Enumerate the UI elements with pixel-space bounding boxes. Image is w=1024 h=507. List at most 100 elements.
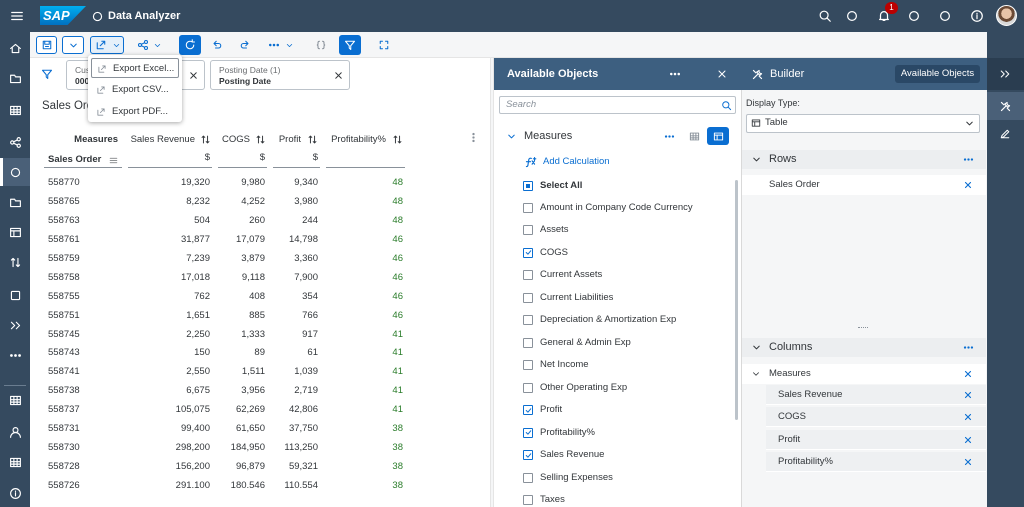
checkbox[interactable] [523, 225, 533, 236]
path-shape [826, 17, 831, 22]
display-type-select[interactable] [746, 114, 980, 133]
checkbox[interactable] [523, 247, 533, 258]
cell: 4,252 [241, 195, 265, 207]
column-item[interactable] [766, 407, 986, 428]
share-button[interactable] [134, 36, 164, 54]
pen-icon [1000, 129, 1010, 139]
checkbox[interactable] [523, 203, 533, 213]
avatar[interactable] [996, 5, 1017, 26]
dots-icon [664, 134, 674, 138]
column-item[interactable] [766, 429, 986, 450]
section-bar[interactable] [742, 150, 986, 169]
view-toggle[interactable] [707, 127, 729, 145]
menu-item[interactable]: Export Excel... [91, 58, 179, 78]
column-header[interactable]: Sales Revenue [130, 134, 195, 145]
menu-icon [109, 157, 117, 163]
header-underline [44, 167, 122, 168]
filter-button[interactable] [339, 35, 361, 55]
object-item[interactable]: COGS [540, 246, 568, 258]
shell-bar [0, 0, 1024, 32]
column-item[interactable] [766, 385, 986, 405]
close-icon [964, 181, 972, 189]
section-bar[interactable] [742, 338, 986, 357]
checkbox[interactable] [523, 337, 533, 348]
cell: 150 [194, 347, 210, 359]
object-item[interactable]: Sales Revenue [540, 449, 605, 461]
path-shape [752, 157, 760, 161]
row-label: 558761 [48, 233, 80, 245]
cell: 14,798 [288, 233, 318, 245]
object-item[interactable]: Current Assets [540, 269, 603, 281]
menu-item[interactable]: Export CSV... [91, 80, 179, 100]
checkbox[interactable] [523, 315, 533, 326]
add-calculation[interactable]: Add Calculation [543, 156, 610, 167]
circle-shape [92, 11, 102, 21]
search-box[interactable] [499, 96, 736, 114]
checkbox[interactable] [523, 450, 533, 461]
object-item[interactable]: Selling Expenses [540, 471, 613, 483]
checkbox[interactable] [523, 382, 533, 393]
save-button[interactable] [36, 36, 57, 54]
circle-shape [9, 487, 21, 499]
checkbox[interactable] [523, 427, 533, 438]
rail-top[interactable] [987, 58, 1024, 90]
filter-chip[interactable]: Posting Date (1) Posting Date [210, 60, 350, 90]
cell: 9,118 [241, 271, 265, 283]
row-label: 558759 [48, 252, 80, 264]
cell: 762 [194, 290, 210, 302]
column-header[interactable]: Profit [278, 134, 301, 145]
cell: 46 [392, 233, 403, 245]
row-item[interactable] [742, 175, 986, 195]
checkbox[interactable] [523, 472, 533, 483]
user-icon [9, 426, 21, 438]
group-item[interactable] [742, 364, 986, 384]
row-label: 558730 [48, 442, 80, 454]
object-item[interactable]: Profit [540, 404, 563, 416]
close-icon [189, 71, 197, 79]
checkbox[interactable] [523, 494, 533, 505]
section-title: Rows [769, 153, 797, 165]
filter-value: Posting Date [219, 76, 271, 86]
circle-shape [471, 135, 475, 139]
checkbox[interactable] [523, 270, 533, 281]
circle-shape [143, 39, 149, 45]
cell: 354 [302, 290, 318, 302]
path-shape [718, 70, 726, 78]
object-item[interactable]: Assets [540, 224, 569, 236]
save-menu[interactable] [62, 36, 84, 54]
object-item[interactable]: Depreciation & Amortization Exp [540, 314, 677, 326]
path-shape [507, 134, 515, 138]
path-shape [1000, 129, 1010, 139]
path-shape [964, 458, 972, 465]
column-header[interactable]: Profitability% [331, 134, 386, 145]
object-item[interactable]: Amount in Company Code Currency [540, 202, 693, 213]
checkbox[interactable] [523, 405, 533, 416]
cell: 1,651 [186, 309, 210, 321]
unit-label: $ [312, 152, 318, 163]
object-item[interactable]: Profitability% [540, 426, 595, 438]
refresh-button[interactable] [179, 35, 201, 55]
circle-icon [92, 11, 102, 21]
column-item[interactable] [766, 451, 986, 472]
chev-icon [286, 43, 292, 47]
cell: 59,321 [288, 461, 318, 473]
cell: 41 [392, 366, 403, 378]
chev-icon [752, 157, 760, 161]
check-icon [525, 430, 531, 435]
column-header: Measures [74, 134, 118, 145]
object-item[interactable]: Net Income [540, 359, 589, 371]
checkbox[interactable] [523, 292, 533, 303]
circle-shape [9, 139, 14, 145]
builder-button[interactable]: Available Objects [895, 65, 980, 83]
export-button[interactable] [90, 36, 124, 54]
cell: 46 [392, 252, 403, 264]
object-item[interactable]: Other Operating Exp [540, 381, 628, 393]
object-item[interactable]: General & Admin Exp [540, 336, 631, 348]
menu-item[interactable]: Export PDF... [91, 102, 179, 122]
checkbox[interactable] [523, 360, 533, 371]
object-item[interactable]: Current Liabilities [540, 291, 614, 303]
column-header[interactable]: COGS [222, 134, 250, 145]
object-item[interactable]: Taxes [540, 493, 565, 505]
checkbox[interactable] [523, 181, 533, 191]
circle-shape [471, 139, 475, 142]
